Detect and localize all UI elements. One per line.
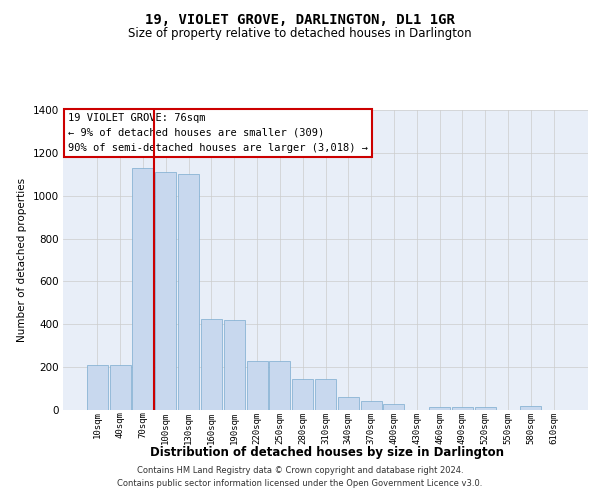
- Bar: [110, 365, 131, 410]
- Bar: [247, 360, 268, 410]
- Text: 19 VIOLET GROVE: 76sqm
← 9% of detached houses are smaller (309)
90% of semi-det: 19 VIOLET GROVE: 76sqm ← 9% of detached …: [68, 113, 368, 152]
- Bar: [292, 379, 313, 410]
- Bar: [224, 320, 245, 410]
- Bar: [201, 319, 222, 410]
- Text: Contains HM Land Registry data © Crown copyright and database right 2024.
Contai: Contains HM Land Registry data © Crown c…: [118, 466, 482, 487]
- Text: Size of property relative to detached houses in Darlington: Size of property relative to detached ho…: [128, 28, 472, 40]
- Bar: [429, 407, 450, 410]
- Bar: [361, 402, 382, 410]
- Text: 19, VIOLET GROVE, DARLINGTON, DL1 1GR: 19, VIOLET GROVE, DARLINGTON, DL1 1GR: [145, 12, 455, 26]
- Bar: [475, 407, 496, 410]
- Bar: [269, 360, 290, 410]
- Bar: [520, 406, 541, 410]
- Bar: [87, 365, 108, 410]
- Text: Distribution of detached houses by size in Darlington: Distribution of detached houses by size …: [150, 446, 504, 459]
- Bar: [315, 379, 336, 410]
- Y-axis label: Number of detached properties: Number of detached properties: [17, 178, 27, 342]
- Bar: [133, 168, 154, 410]
- Bar: [383, 404, 404, 410]
- Bar: [452, 407, 473, 410]
- Bar: [178, 174, 199, 410]
- Bar: [338, 397, 359, 410]
- Bar: [155, 172, 176, 410]
